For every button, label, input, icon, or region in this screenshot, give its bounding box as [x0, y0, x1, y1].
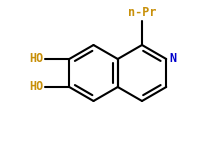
Text: N: N	[169, 52, 176, 66]
Text: HO: HO	[29, 52, 43, 66]
Text: HO: HO	[29, 81, 43, 94]
Text: n-Pr: n-Pr	[128, 6, 156, 19]
